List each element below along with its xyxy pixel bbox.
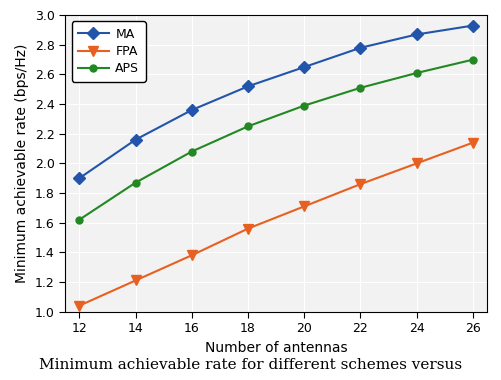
- APS: [76, 217, 82, 222]
- Text: Minimum achievable rate for different schemes versus: Minimum achievable rate for different sc…: [40, 358, 461, 372]
- APS: [132, 180, 138, 185]
- MA: [357, 46, 363, 50]
- MA: [301, 65, 307, 69]
- FPA: [188, 253, 194, 258]
- FPA: [301, 204, 307, 209]
- Line: MA: MA: [75, 21, 476, 182]
- FPA: [413, 161, 419, 166]
- MA: [188, 108, 194, 112]
- APS: [469, 57, 475, 62]
- X-axis label: Number of antennas: Number of antennas: [204, 340, 347, 355]
- FPA: [469, 140, 475, 145]
- Y-axis label: Minimum achievable rate (bps/Hz): Minimum achievable rate (bps/Hz): [16, 44, 30, 283]
- FPA: [244, 226, 250, 231]
- APS: [301, 103, 307, 108]
- APS: [244, 124, 250, 128]
- APS: [357, 86, 363, 90]
- Line: APS: APS: [76, 56, 475, 223]
- MA: [76, 176, 82, 180]
- Line: FPA: FPA: [74, 138, 477, 310]
- MA: [132, 138, 138, 142]
- MA: [244, 84, 250, 89]
- FPA: [132, 278, 138, 283]
- FPA: [76, 303, 82, 308]
- MA: [413, 32, 419, 37]
- Legend: MA, FPA, APS: MA, FPA, APS: [71, 21, 145, 82]
- APS: [188, 149, 194, 154]
- FPA: [357, 182, 363, 187]
- APS: [413, 71, 419, 75]
- MA: [469, 23, 475, 28]
